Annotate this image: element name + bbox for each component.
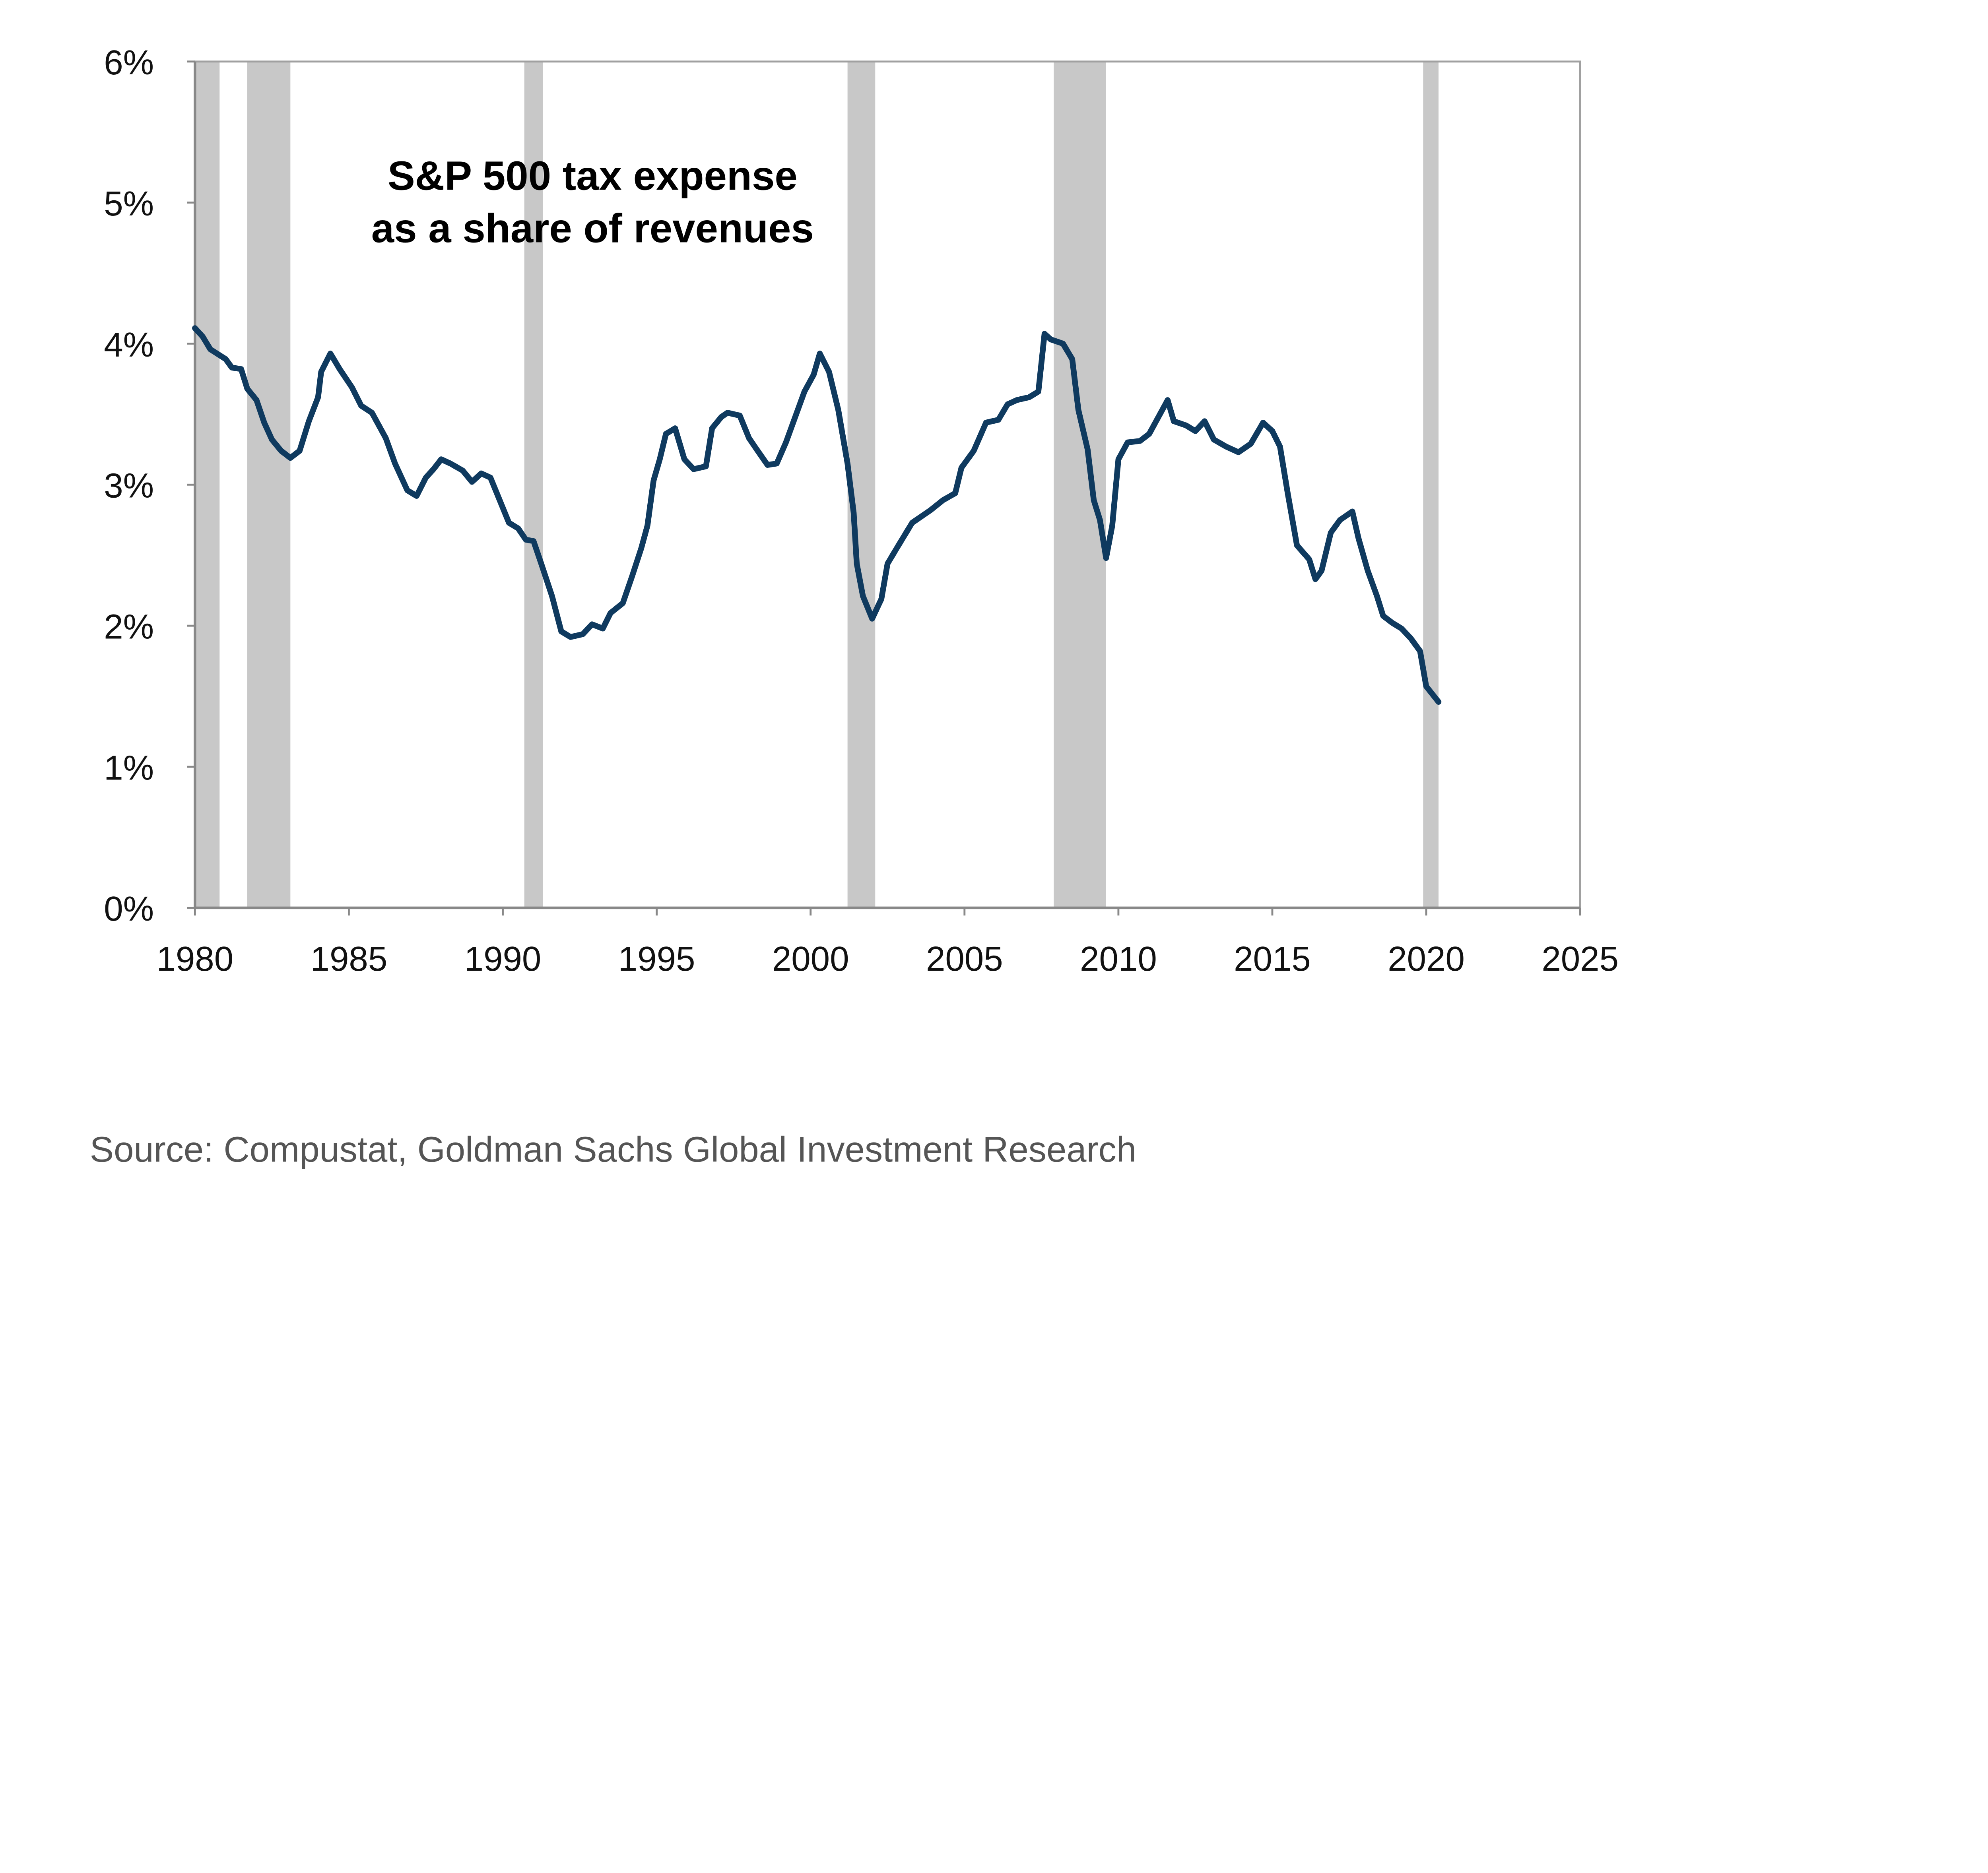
recession-band <box>195 61 220 908</box>
recession-band <box>247 61 291 908</box>
x-tick-label: 1990 <box>464 940 542 978</box>
source-note: Source: Compustat, Goldman Sachs Global … <box>90 1130 1136 1170</box>
y-tick-label: 5% <box>104 184 154 223</box>
y-tick-label: 6% <box>104 43 154 82</box>
y-tick-label: 3% <box>104 467 154 505</box>
x-axis-ticks: 1980 1985 1990 1995 2000 2005 2010 2015 2020 2025 <box>156 907 1619 978</box>
chart-title-line-1: S&P 500 tax expense <box>388 153 798 198</box>
x-tick-label: 1995 <box>618 940 695 978</box>
x-tick-label: 2025 <box>1541 940 1619 978</box>
y-tick-label: 2% <box>104 607 154 646</box>
chart: 0% 1% 2% 3% 4% 5% 6% 1980 1985 1990 1995 2000 2005 2… <box>90 43 1619 1170</box>
x-tick-label: 2010 <box>1080 940 1157 978</box>
y-tick-label: 1% <box>104 748 154 787</box>
x-tick-label: 2015 <box>1234 940 1311 978</box>
recession-band <box>524 61 543 908</box>
recession-band <box>1423 61 1439 908</box>
recession-shading <box>195 61 1439 908</box>
x-tick-label: 2000 <box>772 940 849 978</box>
x-tick-label: 1985 <box>311 940 388 978</box>
x-tick-label: 2020 <box>1388 940 1465 978</box>
chart-title-line-2: as a share of revenues <box>371 206 814 251</box>
y-tick-label: 4% <box>104 326 154 364</box>
x-tick-label: 1980 <box>156 940 233 978</box>
recession-band <box>1054 61 1106 908</box>
y-axis-ticks: 0% 1% 2% 3% 4% 5% 6% <box>104 43 195 928</box>
series-line-tax-share <box>192 325 1442 705</box>
x-tick-label: 2005 <box>926 940 1003 978</box>
y-tick-label: 0% <box>104 890 154 928</box>
